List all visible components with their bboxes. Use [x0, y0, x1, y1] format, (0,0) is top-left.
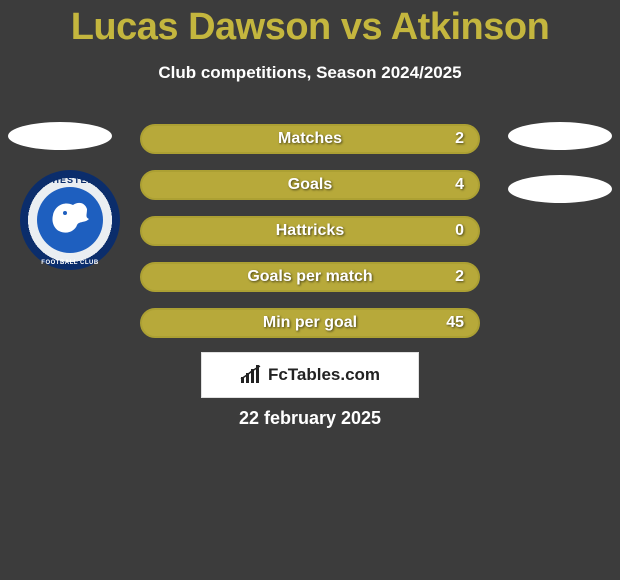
club-badge: CHESTER FOOTBALL CLUB [20, 170, 120, 270]
placeholder-ellipse-right-2 [508, 175, 612, 203]
page-title: Lucas Dawson vs Atkinson [0, 0, 620, 49]
stat-label: Goals per match [142, 264, 478, 290]
brand-box[interactable]: FcTables.com [201, 352, 419, 398]
root: Lucas Dawson vs Atkinson Club competitio… [0, 0, 620, 580]
stats-bars: Matches 2 Goals 4 Hattricks 0 Goals per … [140, 124, 480, 354]
badge-bottom-text: FOOTBALL CLUB [20, 260, 120, 266]
brand-text: FcTables.com [268, 365, 380, 385]
stat-value: 2 [455, 264, 464, 290]
stat-label: Matches [142, 126, 478, 152]
placeholder-ellipse-left [8, 122, 112, 150]
bars-icon [240, 365, 262, 385]
stat-value: 0 [455, 218, 464, 244]
stat-bar: Goals per match 2 [140, 262, 480, 292]
placeholder-ellipse-right-1 [508, 122, 612, 150]
stat-bar: Goals 4 [140, 170, 480, 200]
date-text: 22 february 2025 [0, 408, 620, 429]
wolf-icon [45, 195, 95, 245]
stat-value: 45 [446, 310, 464, 336]
stat-bar: Matches 2 [140, 124, 480, 154]
stat-bar: Hattricks 0 [140, 216, 480, 246]
stat-label: Min per goal [142, 310, 478, 336]
stat-bar: Min per goal 45 [140, 308, 480, 338]
stat-label: Goals [142, 172, 478, 198]
stat-value: 2 [455, 126, 464, 152]
badge-top-text: CHESTER [20, 175, 120, 185]
stat-label: Hattricks [142, 218, 478, 244]
stat-value: 4 [455, 172, 464, 198]
page-subtitle: Club competitions, Season 2024/2025 [0, 63, 620, 83]
